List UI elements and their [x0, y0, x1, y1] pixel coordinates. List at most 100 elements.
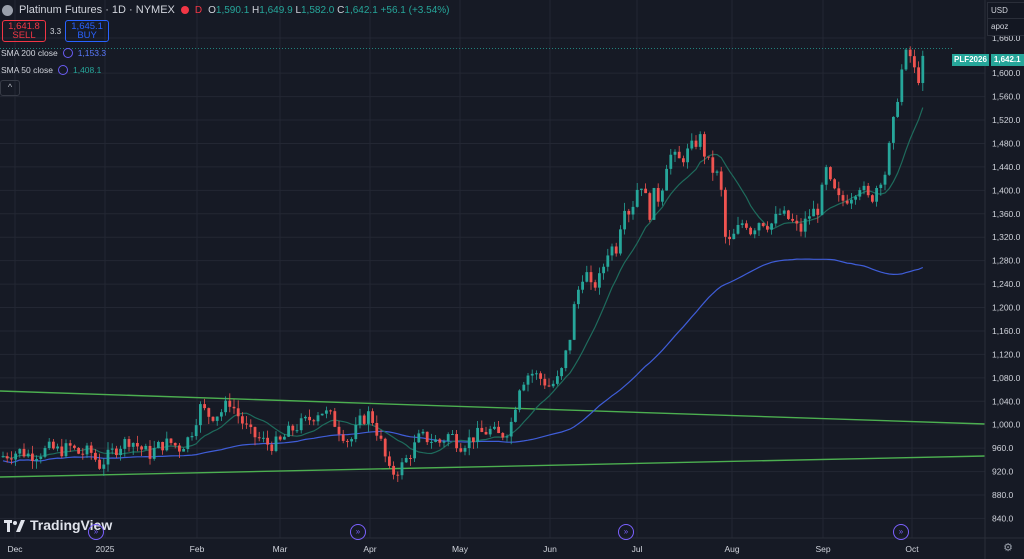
candle	[194, 418, 198, 440]
candle	[514, 406, 517, 423]
candle	[446, 432, 450, 447]
candle	[530, 369, 534, 383]
candle	[287, 421, 290, 438]
event-marker-icon[interactable]: »	[618, 524, 634, 540]
candle	[144, 443, 148, 450]
price-tick-label: 1,280.0	[992, 256, 1021, 266]
candle	[619, 225, 622, 256]
trendlines	[0, 390, 986, 478]
candle	[686, 143, 689, 169]
time-tick-label: 2025	[96, 544, 115, 554]
candle	[131, 442, 135, 455]
candle	[665, 164, 668, 191]
candle	[52, 438, 55, 450]
candle	[199, 401, 202, 433]
candle	[31, 445, 34, 469]
indicator-sma200[interactable]: SMA 200 close 1,153.3	[1, 48, 107, 58]
candle	[140, 445, 143, 457]
candle	[203, 398, 206, 411]
event-marker-icon[interactable]: »	[88, 524, 104, 540]
price-tick-label: 1,600.0	[992, 68, 1021, 78]
candle	[501, 432, 505, 441]
last-price-tag: PLF2026 1,642.1	[952, 54, 1024, 66]
currency-selector[interactable]: USD apoz	[987, 2, 1024, 36]
candlesticks	[1, 46, 925, 482]
candle	[904, 48, 908, 71]
settings-icon[interactable]	[62, 48, 73, 58]
candle	[673, 149, 677, 162]
candle	[207, 407, 211, 425]
upper-trendline	[0, 390, 986, 425]
candle	[845, 194, 849, 205]
sma50-line	[2, 107, 924, 459]
candle	[232, 399, 236, 414]
candle	[887, 141, 891, 176]
event-marker-icon[interactable]: »	[893, 524, 909, 540]
candle	[367, 406, 370, 432]
event-marker-icon[interactable]: »	[350, 524, 366, 540]
candle	[841, 190, 845, 207]
price-tick-label: 1,200.0	[992, 303, 1021, 313]
tradingview-logo-icon	[4, 519, 26, 532]
candle	[791, 213, 794, 223]
price-tick-label: 880.0	[992, 490, 1014, 500]
chevron-up-icon[interactable]: ^	[0, 80, 20, 96]
candle	[787, 209, 790, 220]
price-tick-label: 1,520.0	[992, 115, 1021, 125]
candle	[467, 429, 471, 456]
candle	[312, 418, 316, 426]
candle	[283, 434, 286, 440]
candle	[715, 169, 719, 176]
candle	[711, 150, 715, 181]
price-tick-label: 1,360.0	[992, 209, 1021, 219]
candle	[719, 166, 723, 197]
candle	[761, 222, 765, 228]
candle	[505, 434, 509, 442]
candle	[421, 429, 425, 436]
price-tick-label: 1,480.0	[992, 138, 1021, 148]
settings-icon[interactable]	[57, 65, 68, 75]
candle	[829, 166, 832, 182]
candle	[484, 426, 488, 435]
candle	[295, 424, 299, 433]
candle	[694, 135, 698, 150]
candle	[262, 431, 265, 443]
currency-label[interactable]: USD	[991, 6, 1008, 15]
candle	[123, 436, 127, 457]
candle	[346, 439, 349, 448]
candle	[703, 131, 706, 165]
candle	[698, 131, 702, 151]
price-tick-label: 1,660.0	[992, 33, 1021, 43]
price-tick-label: 1,560.0	[992, 92, 1021, 102]
buy-button[interactable]: 1,645.1 BUY	[65, 20, 110, 42]
sell-button[interactable]: 1,641.8 SELL	[2, 20, 46, 42]
candle	[127, 436, 131, 452]
symbol-title[interactable]: Platinum Futures · 1D · NYMEX	[19, 4, 175, 16]
price-tick-label: 920.0	[992, 467, 1014, 477]
candle	[690, 133, 694, 151]
candle	[682, 155, 685, 167]
symbol-icon	[2, 4, 13, 16]
gear-icon[interactable]: ⚙	[1003, 542, 1013, 554]
candle	[115, 445, 118, 458]
indicator-sma50[interactable]: SMA 50 close 1,408.1	[1, 65, 102, 75]
candle	[883, 171, 887, 191]
candle	[518, 389, 521, 413]
candle	[631, 200, 635, 220]
candle	[753, 228, 757, 239]
candle	[656, 183, 660, 207]
candle	[732, 228, 736, 240]
time-tick-label: Apr	[363, 544, 376, 554]
candle	[799, 218, 803, 237]
candle	[169, 438, 173, 446]
candle	[770, 222, 773, 235]
candle	[224, 396, 227, 416]
candle	[430, 433, 433, 449]
candle	[26, 449, 30, 458]
candle	[766, 221, 769, 233]
candle	[459, 443, 463, 453]
scale-mode[interactable]: apoz	[988, 18, 1024, 34]
candle	[610, 243, 614, 261]
candle	[434, 434, 437, 443]
